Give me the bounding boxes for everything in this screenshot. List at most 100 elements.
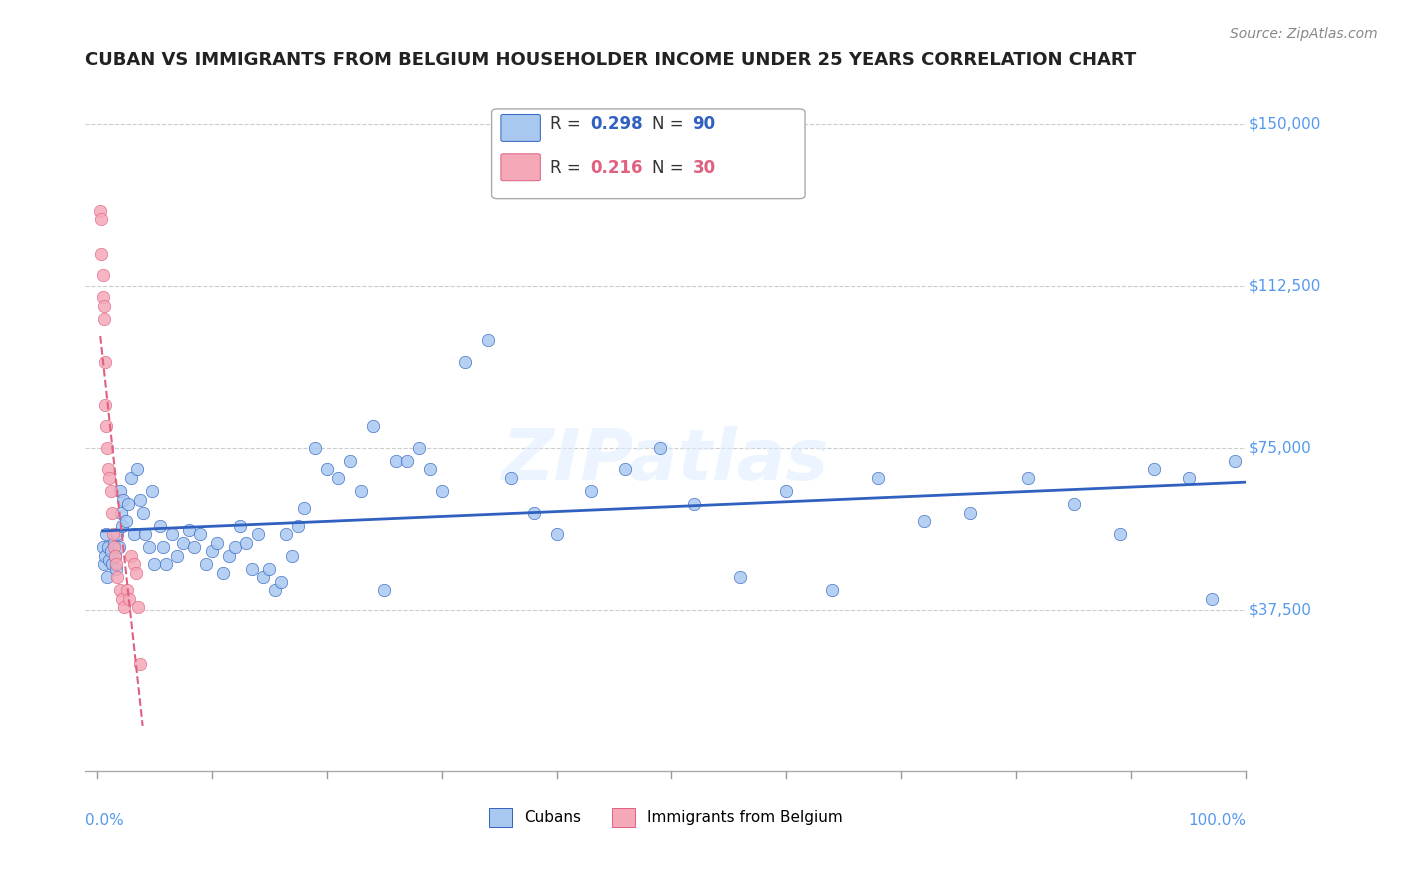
Point xyxy=(122,527,145,541)
Text: Source: ZipAtlas.com: Source: ZipAtlas.com xyxy=(1230,27,1378,41)
Point xyxy=(252,570,274,584)
Point xyxy=(90,212,112,227)
Point xyxy=(132,506,155,520)
Point xyxy=(97,462,120,476)
Text: $37,500: $37,500 xyxy=(1249,602,1312,617)
Point xyxy=(152,540,174,554)
Point xyxy=(648,441,671,455)
FancyBboxPatch shape xyxy=(492,109,806,199)
Point xyxy=(912,514,935,528)
Point xyxy=(97,540,120,554)
Point xyxy=(350,483,373,498)
Text: $112,500: $112,500 xyxy=(1249,278,1320,293)
Point xyxy=(430,483,453,498)
Point xyxy=(281,549,304,563)
Point xyxy=(118,591,141,606)
Point xyxy=(143,558,166,572)
Point xyxy=(1063,497,1085,511)
Point xyxy=(125,462,148,476)
Point xyxy=(91,290,114,304)
Point xyxy=(94,354,117,368)
Text: R =: R = xyxy=(550,115,581,133)
Point xyxy=(105,562,128,576)
Point xyxy=(1108,527,1130,541)
FancyBboxPatch shape xyxy=(501,114,540,141)
Point xyxy=(120,549,142,563)
Point xyxy=(134,527,156,541)
Point xyxy=(614,462,637,476)
Point xyxy=(100,558,122,572)
Point xyxy=(111,591,134,606)
Point xyxy=(103,536,125,550)
Point xyxy=(112,492,135,507)
Point xyxy=(172,536,194,550)
Point xyxy=(775,483,797,498)
Point xyxy=(93,311,115,326)
Point xyxy=(183,540,205,554)
Point xyxy=(959,506,981,520)
Point xyxy=(287,518,309,533)
Point xyxy=(1017,471,1039,485)
Point xyxy=(264,583,287,598)
Point xyxy=(1223,454,1246,468)
Text: 0.216: 0.216 xyxy=(591,159,643,177)
Point xyxy=(110,506,132,520)
Point xyxy=(107,527,129,541)
Point xyxy=(100,483,122,498)
Legend: Cubans, Immigrants from Belgium: Cubans, Immigrants from Belgium xyxy=(482,802,849,833)
Point xyxy=(108,583,131,598)
Point xyxy=(89,203,111,218)
Point xyxy=(108,483,131,498)
Point xyxy=(212,566,235,580)
Point xyxy=(120,471,142,485)
Point xyxy=(101,527,124,541)
Point xyxy=(229,518,252,533)
Point xyxy=(477,333,499,347)
Point xyxy=(304,441,326,455)
Point xyxy=(1143,462,1166,476)
Point xyxy=(361,419,384,434)
Point xyxy=(315,462,337,476)
Point xyxy=(107,540,129,554)
Point xyxy=(90,247,112,261)
Text: $75,000: $75,000 xyxy=(1249,441,1312,456)
Point xyxy=(166,549,188,563)
Point xyxy=(112,600,135,615)
Point xyxy=(373,583,395,598)
Text: 90: 90 xyxy=(692,115,716,133)
Point xyxy=(115,583,138,598)
Point xyxy=(141,483,163,498)
Text: N =: N = xyxy=(652,115,683,133)
Point xyxy=(235,536,257,550)
Point xyxy=(207,536,229,550)
Point xyxy=(105,558,128,572)
Point xyxy=(246,527,269,541)
Point xyxy=(160,527,183,541)
Point xyxy=(111,518,134,533)
Text: ZIPatlas: ZIPatlas xyxy=(502,426,830,495)
Point xyxy=(257,562,280,576)
Point xyxy=(127,600,149,615)
Point xyxy=(195,558,218,572)
Point xyxy=(98,553,121,567)
Point xyxy=(408,441,430,455)
Text: 30: 30 xyxy=(692,159,716,177)
Point xyxy=(396,454,419,468)
Point xyxy=(149,518,172,533)
Point xyxy=(114,514,136,528)
Point xyxy=(218,549,240,563)
Point xyxy=(240,562,263,576)
Point xyxy=(384,454,406,468)
Point xyxy=(129,492,152,507)
Point xyxy=(104,549,127,563)
Point xyxy=(93,558,115,572)
Text: 0.0%: 0.0% xyxy=(86,813,124,828)
Point xyxy=(125,566,148,580)
Point xyxy=(201,544,224,558)
Point xyxy=(117,497,139,511)
Point xyxy=(91,268,114,283)
Point xyxy=(138,540,160,554)
Point xyxy=(339,454,361,468)
Point xyxy=(100,506,122,520)
Point xyxy=(270,574,292,589)
